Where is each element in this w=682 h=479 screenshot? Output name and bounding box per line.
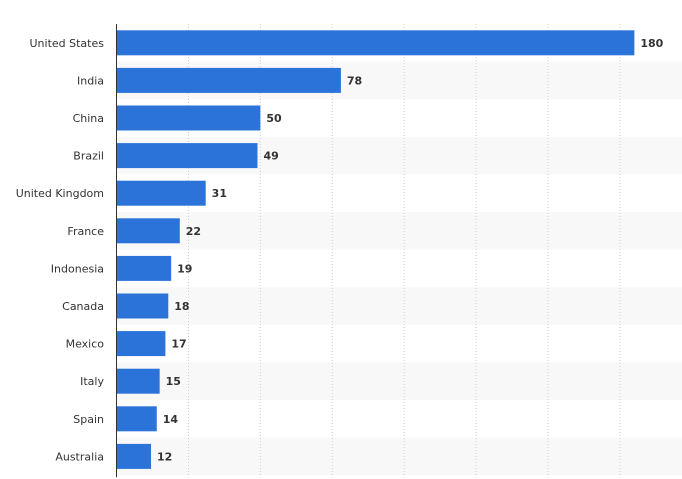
bar	[116, 30, 635, 56]
row-band	[116, 287, 682, 325]
category-label: Canada	[62, 300, 104, 313]
row-band	[116, 362, 682, 400]
category-label: United Kingdom	[16, 187, 104, 200]
value-label: 50	[266, 112, 282, 125]
bar	[116, 67, 341, 93]
row-band	[116, 437, 682, 476]
bar	[116, 443, 152, 469]
value-labels: 180 78 50 49 31 22 19 18 17 15 14 12	[157, 37, 664, 464]
bar	[116, 255, 172, 281]
category-label: China	[73, 112, 104, 125]
value-label: 12	[157, 450, 172, 463]
value-label: 15	[166, 375, 181, 388]
bars	[116, 30, 635, 469]
category-label: Indonesia	[51, 262, 104, 275]
category-label: Mexico	[66, 338, 105, 351]
bar	[116, 218, 180, 244]
category-label: India	[77, 74, 104, 87]
bar	[116, 180, 206, 206]
value-label: 17	[171, 338, 186, 351]
category-labels: United States India China Brazil United King…	[16, 37, 105, 464]
gridlines	[187, 24, 621, 478]
category-label: Italy	[80, 375, 104, 388]
bar	[116, 143, 258, 169]
category-label: Australia	[55, 450, 104, 463]
category-label: Brazil	[73, 150, 104, 163]
value-label: 18	[174, 300, 189, 313]
bar	[116, 331, 166, 357]
value-label: 19	[177, 262, 192, 275]
value-label: 78	[347, 74, 362, 87]
row-band	[116, 212, 682, 250]
bar	[116, 105, 261, 131]
value-label: 31	[212, 187, 227, 200]
row-bands	[116, 61, 682, 476]
value-label: 22	[186, 225, 201, 238]
category-label: United States	[30, 37, 105, 50]
bar	[116, 293, 169, 319]
bar	[116, 406, 157, 432]
value-label: 14	[163, 413, 179, 426]
value-label: 180	[640, 37, 663, 50]
bar	[116, 368, 160, 394]
value-label: 49	[263, 150, 278, 163]
category-label: Spain	[73, 413, 104, 426]
category-label: France	[67, 225, 104, 238]
